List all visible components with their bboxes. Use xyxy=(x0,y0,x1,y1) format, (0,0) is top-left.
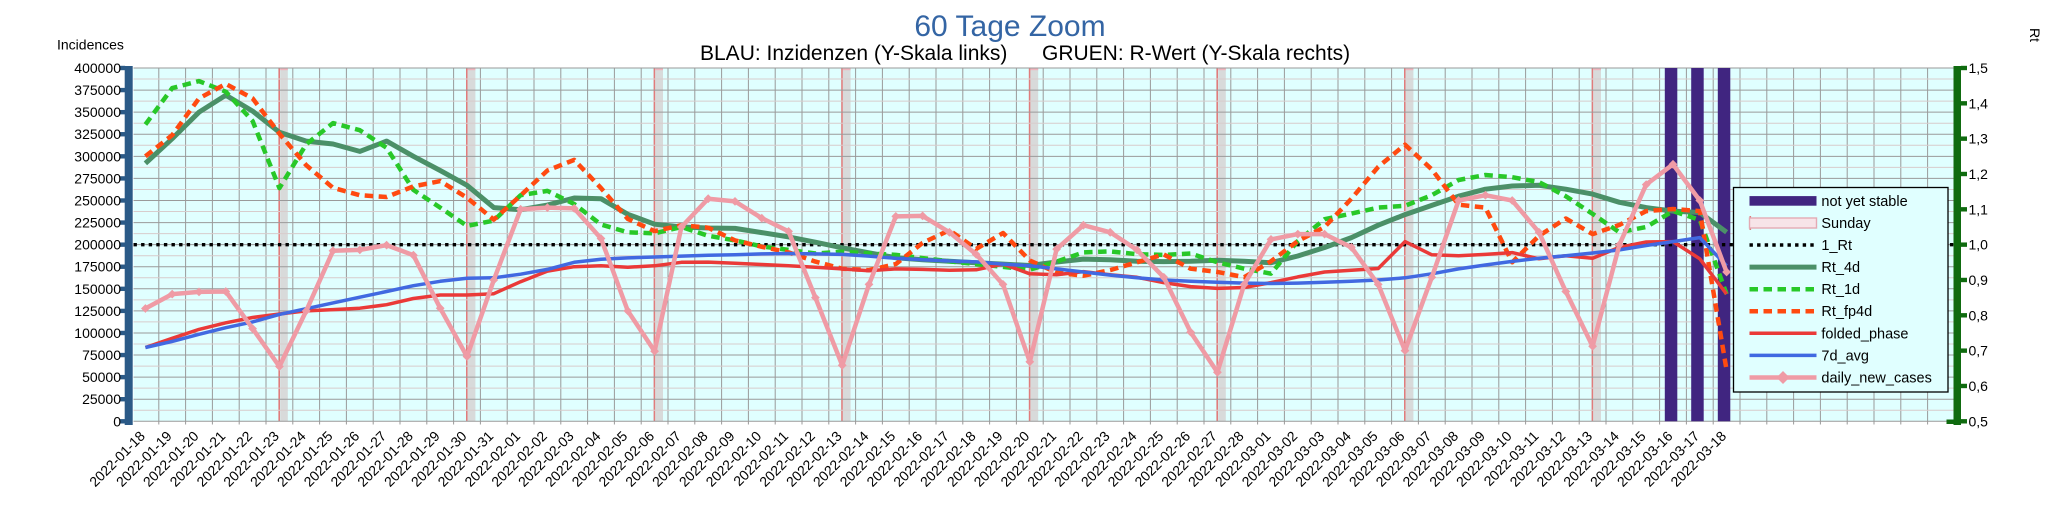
svg-text:25000: 25000 xyxy=(82,391,121,407)
svg-text:375000: 375000 xyxy=(74,82,121,98)
svg-text:BLAU: Inzidenzen (Y-Skala link: BLAU: Inzidenzen (Y-Skala links) xyxy=(700,42,1007,65)
svg-text:0,5: 0,5 xyxy=(1969,413,1989,429)
svg-text:Sunday: Sunday xyxy=(1821,216,1871,232)
svg-text:Incidences: Incidences xyxy=(57,37,124,53)
svg-text:Rt: Rt xyxy=(2027,28,2043,42)
svg-text:60 Tage Zoom: 60 Tage Zoom xyxy=(914,10,1105,43)
svg-text:0,7: 0,7 xyxy=(1969,343,1989,359)
svg-text:175000: 175000 xyxy=(74,259,121,275)
svg-text:0,9: 0,9 xyxy=(1969,272,1989,288)
svg-text:275000: 275000 xyxy=(74,170,121,186)
svg-text:300000: 300000 xyxy=(74,148,121,164)
svg-text:Rt_4d: Rt_4d xyxy=(1821,260,1860,276)
svg-text:50000: 50000 xyxy=(82,369,121,385)
svg-text:125000: 125000 xyxy=(74,303,121,319)
svg-text:1,4: 1,4 xyxy=(1969,95,1989,111)
svg-text:Rt_fp4d: Rt_fp4d xyxy=(1821,304,1872,320)
svg-text:folded_phase: folded_phase xyxy=(1821,326,1908,342)
svg-text:200000: 200000 xyxy=(74,237,121,253)
svg-text:150000: 150000 xyxy=(74,281,121,297)
svg-text:GRUEN: R-Wert (Y-Skala rechts): GRUEN: R-Wert (Y-Skala rechts) xyxy=(1042,42,1350,65)
svg-text:1,2: 1,2 xyxy=(1969,166,1989,182)
svg-text:1,5: 1,5 xyxy=(1969,60,1989,76)
svg-text:7d_avg: 7d_avg xyxy=(1821,348,1869,364)
svg-text:0,8: 0,8 xyxy=(1969,307,1989,323)
svg-text:0,6: 0,6 xyxy=(1969,378,1989,394)
svg-text:100000: 100000 xyxy=(74,325,121,341)
svg-text:400000: 400000 xyxy=(74,60,121,76)
svg-text:225000: 225000 xyxy=(74,215,121,231)
svg-text:1,1: 1,1 xyxy=(1969,201,1989,217)
svg-text:325000: 325000 xyxy=(74,126,121,142)
svg-text:Rt_1d: Rt_1d xyxy=(1821,282,1860,298)
svg-text:daily_new_cases: daily_new_cases xyxy=(1821,371,1931,387)
svg-text:250000: 250000 xyxy=(74,193,121,209)
svg-text:350000: 350000 xyxy=(74,104,121,120)
svg-text:1,0: 1,0 xyxy=(1969,237,1989,253)
svg-text:75000: 75000 xyxy=(82,347,121,363)
svg-text:1_Rt: 1_Rt xyxy=(1821,238,1852,254)
svg-text:0: 0 xyxy=(113,413,121,429)
svg-text:1,3: 1,3 xyxy=(1969,131,1989,147)
svg-text:not yet stable: not yet stable xyxy=(1821,194,1907,210)
